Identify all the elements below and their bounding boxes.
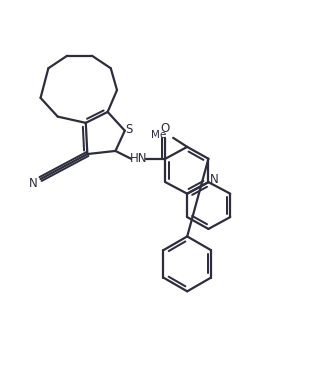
- Text: Me: Me: [151, 130, 166, 140]
- Text: O: O: [161, 122, 170, 135]
- Text: S: S: [125, 123, 133, 136]
- Text: HN: HN: [130, 152, 147, 165]
- Text: N: N: [29, 177, 38, 190]
- Text: N: N: [210, 173, 219, 187]
